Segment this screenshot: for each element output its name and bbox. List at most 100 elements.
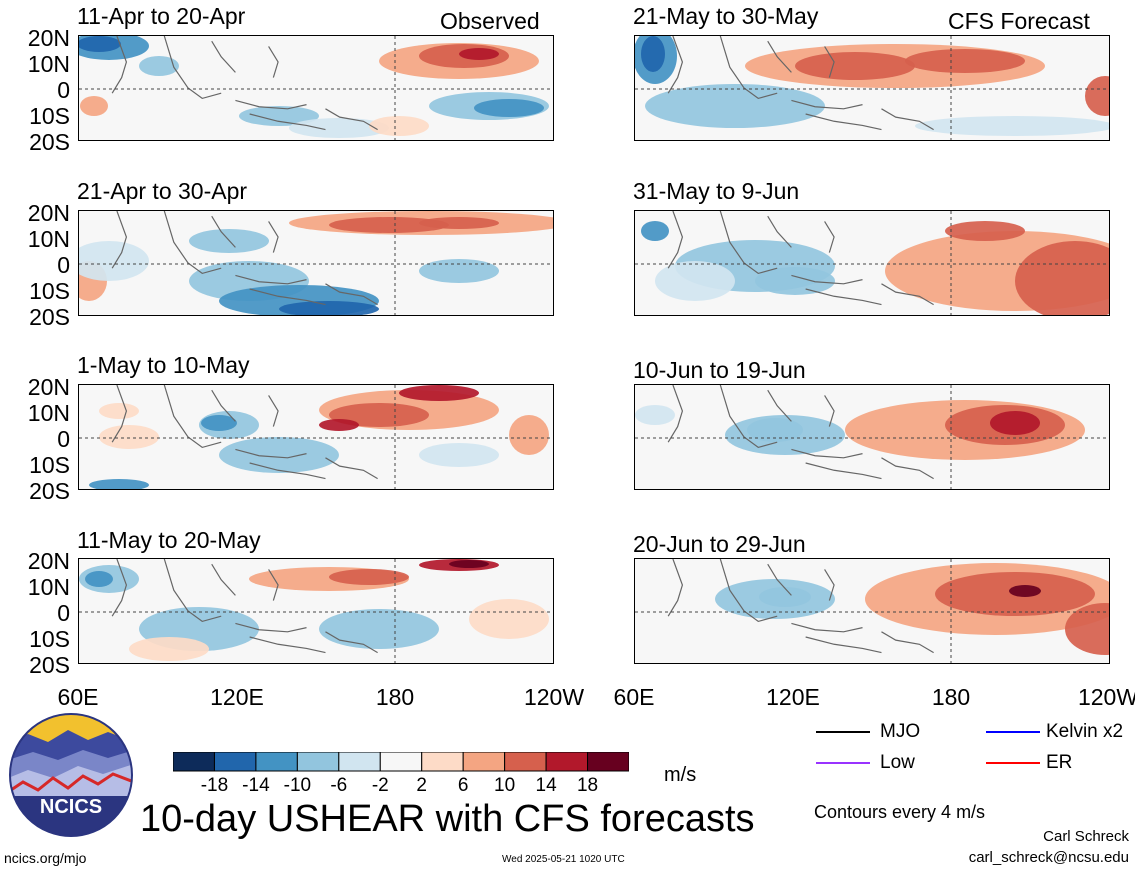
coastline xyxy=(268,395,279,427)
panel-title-obs-1: 11-Apr to 20-Apr xyxy=(77,3,246,29)
map-panel-fc-1 xyxy=(634,35,1110,141)
colorbar-tick-label: 6 xyxy=(457,775,469,796)
shear-anomaly-region xyxy=(1015,241,1109,315)
shear-anomaly-region xyxy=(139,56,179,76)
shear-anomaly-region xyxy=(419,443,499,467)
coastline xyxy=(719,559,778,623)
map-panel-fc-2 xyxy=(634,210,1110,316)
coastline xyxy=(824,569,835,601)
shear-anomaly-region xyxy=(319,609,439,649)
coastline xyxy=(325,457,378,480)
lat-label: 20S xyxy=(29,129,70,155)
map-shading xyxy=(79,211,553,315)
lon-label-120e-right: 120E xyxy=(766,684,820,710)
coastline xyxy=(163,36,222,100)
coastline xyxy=(235,274,307,285)
shear-anomaly-region xyxy=(419,259,499,283)
map-panel-obs-1 xyxy=(78,35,554,141)
shear-anomaly-region xyxy=(80,96,108,116)
shear-anomaly-region xyxy=(641,36,665,72)
coastline xyxy=(211,40,236,73)
lon-label-60e-right: 60E xyxy=(613,684,655,710)
coastline xyxy=(163,211,222,275)
panel-title-fc-1: 21-May to 30-May xyxy=(633,3,819,29)
panel-title-fc-4: 20-Jun to 29-Jun xyxy=(633,531,806,557)
coastline xyxy=(805,636,882,654)
contours-note: Contours every 4 m/s xyxy=(814,802,986,822)
coastline xyxy=(824,221,835,253)
colorbar-tick-label: -18 xyxy=(200,775,229,796)
coastline xyxy=(211,389,236,422)
legend-label-low: Low xyxy=(880,752,915,773)
coastline xyxy=(249,113,326,131)
lat-label: 10N xyxy=(27,226,70,252)
coastline xyxy=(719,385,778,449)
shear-anomaly-region xyxy=(755,267,835,295)
ncics-logo: NCICS xyxy=(9,713,133,837)
lat-label: 20N xyxy=(27,200,70,226)
coastline xyxy=(767,389,792,422)
shear-anomaly-region xyxy=(509,415,549,455)
coastline xyxy=(881,283,934,306)
coastline xyxy=(791,274,863,285)
panel-title-fc-3: 10-Jun to 19-Jun xyxy=(633,357,806,383)
colorbar-box xyxy=(421,752,464,772)
coastline xyxy=(163,385,222,449)
coastline xyxy=(767,215,792,248)
colorbar-tick-label: -6 xyxy=(330,775,348,796)
legend-line-low xyxy=(816,762,870,764)
lat-label: 10N xyxy=(27,400,70,426)
site-url[interactable]: ncics.org/mjo xyxy=(4,850,87,866)
colorbar-box xyxy=(587,752,629,772)
coastline xyxy=(767,40,792,73)
coastline xyxy=(824,46,835,78)
colorbar-box xyxy=(338,752,381,772)
coastline xyxy=(111,211,128,269)
lat-label: 10S xyxy=(29,626,70,652)
coastline xyxy=(805,113,882,131)
legend-label-mjo: MJO xyxy=(880,721,921,742)
shear-anomaly-region xyxy=(279,301,379,315)
shear-anomaly-region xyxy=(129,637,209,661)
coastline xyxy=(719,211,778,275)
map-panel-obs-3 xyxy=(78,384,554,490)
coastline xyxy=(268,221,279,253)
shear-anomaly-region xyxy=(99,403,139,419)
shear-anomaly-region xyxy=(239,106,319,126)
colorbar-box xyxy=(213,752,257,772)
coastline xyxy=(791,622,863,633)
shear-anomaly-region xyxy=(1065,603,1109,655)
lon-label-180-right: 180 xyxy=(931,684,971,710)
shear-anomaly-region xyxy=(89,479,149,489)
coastline xyxy=(325,283,378,306)
shear-anomaly-region xyxy=(1009,585,1041,597)
coastline xyxy=(824,395,835,427)
shear-anomaly-region xyxy=(469,599,549,639)
panel-title-obs-4: 11-May to 20-May xyxy=(77,527,261,553)
lat-label: 10S xyxy=(29,278,70,304)
lon-label-120w-left: 120W xyxy=(523,684,585,710)
shear-anomaly-region xyxy=(655,261,735,301)
coastline xyxy=(667,385,684,443)
map-shading xyxy=(635,385,1109,489)
map-shading xyxy=(79,36,553,140)
colorbar-box xyxy=(545,752,589,772)
shear-anomaly-region xyxy=(99,425,159,449)
coastline xyxy=(111,559,128,617)
lat-label: 20N xyxy=(27,25,70,51)
coastline xyxy=(235,448,307,459)
lat-label: 0 xyxy=(57,252,70,278)
lat-label: 20N xyxy=(27,548,70,574)
lat-label: 10S xyxy=(29,452,70,478)
legend-label-kelvin: Kelvin x2 xyxy=(1046,721,1124,742)
colorbar-box xyxy=(379,752,423,772)
author-credit: Carl Schreck xyxy=(1043,828,1129,845)
coastline xyxy=(791,448,863,459)
map-panel-obs-4 xyxy=(78,558,554,664)
coastline xyxy=(268,569,279,601)
lat-label: 10N xyxy=(27,51,70,77)
lat-label: 20S xyxy=(29,304,70,330)
timestamp: Wed 2025-05-21 1020 UTC xyxy=(502,854,625,865)
legend-line-kelvin xyxy=(986,731,1040,733)
coastline xyxy=(211,215,236,248)
